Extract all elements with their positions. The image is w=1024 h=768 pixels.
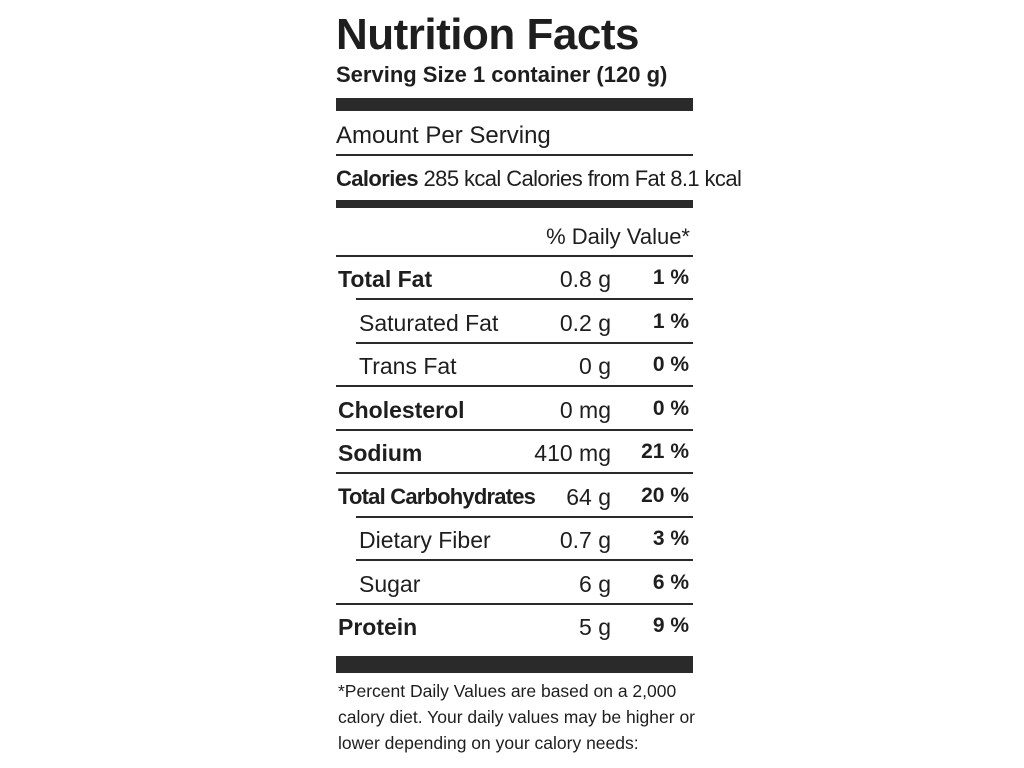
nutrient-amount: 5 g (579, 614, 611, 640)
nutrient-row: Sugar 6 g 6 % (336, 563, 693, 605)
nutrient-daily-value: 9 % (652, 614, 689, 637)
calories-label: Calories (336, 166, 419, 191)
nutrient-row: Protein 5 g 9 % (336, 606, 693, 648)
label-title: Nutrition Facts (336, 10, 639, 59)
nutrient-row: Total Carbohydrates 64 g 20 % (336, 476, 693, 518)
nutrition-facts-label: Nutrition Facts Serving Size 1 container… (336, 0, 742, 768)
row-divider (336, 602, 693, 605)
nutrient-daily-value: 0 % (652, 396, 689, 420)
divider-dv-header (336, 255, 693, 257)
row-divider (356, 298, 693, 300)
nutrient-name: Saturated Fat (359, 309, 499, 336)
nutrient-amount: 0.2 g (559, 309, 611, 336)
calories-line: Calories 285 kcal Calories from Fat 8.1 … (336, 166, 742, 192)
row-divider (336, 428, 693, 431)
divider-amount (336, 154, 693, 156)
row-divider (336, 385, 693, 387)
nutrient-amount: 410 mg (534, 440, 611, 466)
nutrient-name: Dietary Fiber (359, 527, 491, 553)
nutrient-row: Total Fat 0.8 g 1 % (336, 258, 693, 300)
amount-per-serving: Amount Per Serving (336, 122, 551, 149)
daily-value-header: % Daily Value* (546, 224, 690, 249)
footnote: *Percent Daily Values are based on a 2,0… (338, 678, 700, 756)
footnote-line: lower depending on your calory needs: (338, 733, 639, 753)
nutrient-daily-value: 1 % (652, 309, 689, 333)
nutrient-daily-value: 6 % (652, 570, 689, 594)
nutrient-daily-value: 1 % (652, 266, 689, 289)
nutrient-daily-value: 20 % (641, 483, 689, 507)
nutrient-name: Cholesterol (338, 396, 465, 423)
row-divider (356, 341, 693, 344)
nutrient-amount: 64 g (566, 483, 611, 510)
footnote-line: calory diet. Your daily values may be hi… (338, 707, 696, 727)
nutrient-amount: 6 g (579, 570, 611, 597)
calories-value: 285 kcal Calories from Fat 8.1 kcal (423, 166, 742, 191)
nutrient-amount: 0 mg (559, 396, 611, 423)
nutrient-amount: 0 g (579, 353, 611, 379)
nutrient-row: Trans Fat 0 g 0 % (336, 345, 693, 387)
nutrient-daily-value: 0 % (652, 353, 689, 376)
nutrient-name: Protein (338, 614, 418, 640)
thick-divider-bottom (336, 656, 693, 673)
nutrient-name: Total Carbohydrates (338, 483, 536, 509)
row-divider (356, 559, 693, 561)
nutrient-amount: 0.8 g (559, 266, 611, 292)
thick-divider-middle (336, 200, 693, 208)
nutrient-amount: 0.7 g (559, 527, 611, 553)
nutrient-row: Cholesterol 0 mg 0 % (336, 389, 693, 431)
nutrient-name: Sodium (338, 440, 423, 466)
nutrient-name: Total Fat (338, 266, 433, 292)
footnote-line: *Percent Daily Values are based on a 2,0… (338, 681, 677, 701)
nutrient-row: Saturated Fat 0.2 g 1 % (336, 302, 693, 344)
nutrient-row: Dietary Fiber 0.7 g 3 % (336, 519, 693, 561)
nutrient-row: Sodium 410 mg 21 % (336, 432, 693, 474)
thick-divider-top (336, 98, 693, 111)
nutrient-daily-value: 3 % (652, 527, 689, 550)
serving-size: Serving Size 1 container (120 g) (336, 62, 668, 87)
row-divider (356, 515, 693, 518)
row-divider (336, 472, 693, 474)
nutrient-name: Trans Fat (359, 353, 457, 379)
nutrient-daily-value: 21 % (641, 440, 689, 463)
nutrient-name: Sugar (359, 570, 421, 597)
